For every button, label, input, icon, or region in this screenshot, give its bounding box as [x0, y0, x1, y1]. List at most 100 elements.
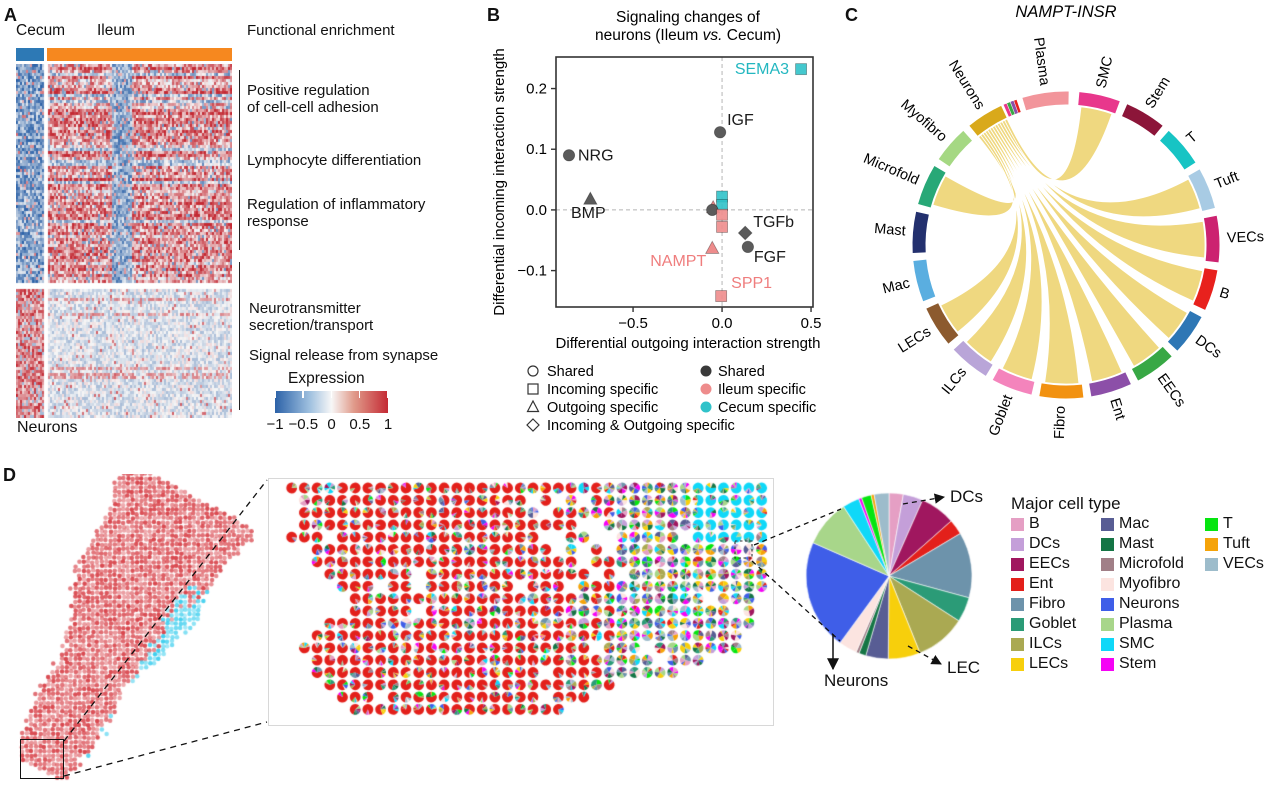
colorbar-tick — [387, 391, 389, 398]
legend-circle-icon — [527, 365, 539, 377]
colorbar-tick-label: −1 — [266, 416, 284, 433]
legend-swatch — [1011, 557, 1024, 571]
shape-legend-label: Shared — [547, 364, 594, 380]
legend-item-t: T — [1205, 514, 1265, 534]
legend-swatch — [1011, 637, 1024, 651]
x-tick-label: −0.5 — [618, 315, 648, 332]
legend-swatch — [1101, 577, 1114, 591]
chord-ribbon-dcs — [994, 123, 1188, 340]
expression-colorbar — [274, 391, 389, 413]
data-point-circle — [713, 126, 727, 139]
ileum-color-bar — [47, 48, 232, 61]
legend-item-microfold: Microfold — [1101, 554, 1205, 574]
celltype-legend-column: T Tuft VECs — [1205, 514, 1265, 574]
chord-sliver — [1010, 100, 1018, 115]
chord-label-microfold: Microfold — [861, 151, 921, 189]
celltype-pie-chart — [804, 491, 974, 661]
chord-segment-vecs — [1203, 215, 1220, 263]
data-point-circle — [741, 240, 754, 254]
legend-swatch — [1101, 517, 1114, 531]
panel-d-label: D — [3, 465, 16, 485]
legend-label: Fibro — [1029, 595, 1066, 612]
chord-segment-mac — [913, 259, 936, 302]
chord-segment-ilcs — [953, 340, 993, 376]
legend-item-myofibro: Myofibro — [1101, 574, 1205, 594]
cecum-color-bar — [16, 48, 44, 61]
legend-label: B — [1029, 515, 1040, 532]
data-point-label: NAMPT — [650, 253, 706, 270]
legend-swatch — [1011, 617, 1024, 631]
legend-label: Myofibro — [1119, 575, 1181, 592]
colorbar-tick-label: −0.5 — [288, 416, 319, 433]
annotation-lymphocyte: Lymphocyte differentiation — [247, 152, 422, 169]
colorbar-tick — [274, 391, 276, 398]
shape-legend-label: Incoming specific — [547, 382, 658, 398]
data-point-circle — [562, 149, 576, 162]
data-point-label: SPP1 — [731, 275, 772, 292]
legend-swatch — [1205, 517, 1218, 531]
upper-annotation-bracket — [239, 70, 240, 250]
x-tick-label: 0.0 — [712, 315, 733, 332]
chord-segment-stem — [1121, 104, 1163, 136]
celltype-legend-columns: B DCs EECs Ent Fibro Goblet ILCs LECs Mac Mast Mic… — [1011, 514, 1267, 674]
spot-pie-grid — [269, 479, 771, 723]
chord-ribbon-smc — [1004, 106, 1113, 182]
chord-label-mast: Mast — [874, 221, 907, 240]
x-axis-label: Differential outgoing interaction streng… — [556, 335, 821, 352]
legend-swatch — [1101, 557, 1114, 571]
lower-annotation-bracket — [239, 262, 240, 410]
legend-label: ILCs — [1029, 635, 1062, 652]
callout-neurons: Neurons — [824, 671, 889, 690]
spot-pie-map-box — [268, 478, 774, 726]
data-point-square — [715, 290, 728, 302]
legend-item-neurons: Neurons — [1101, 594, 1205, 614]
legend-swatch — [1011, 577, 1024, 591]
annotation-synapse: Signal release from synapse — [249, 347, 439, 364]
legend-item-stem: Stem — [1101, 654, 1205, 674]
plot-title-line1: Signaling changes of — [616, 9, 761, 26]
legend-swatch — [1101, 597, 1114, 611]
chord-segment-ent — [1089, 372, 1131, 397]
chord-segment-t — [1159, 130, 1196, 170]
legend-label: LECs — [1029, 655, 1069, 672]
chord-label-plasma: Plasma — [1030, 36, 1053, 87]
legend-triangle-icon — [526, 399, 540, 413]
chord-segment-smc — [1078, 92, 1120, 114]
chord-label-mac: Mac — [881, 275, 911, 297]
chord-label-t: T — [1184, 129, 1201, 147]
chord-ribbon-goblet — [984, 129, 1043, 381]
chord-ribbon-fibro — [987, 128, 1080, 385]
chord-label-goblet: Goblet — [986, 393, 1016, 439]
data-point-label: TGFb — [753, 214, 794, 231]
x-tick-label: 0.5 — [801, 315, 822, 332]
chord-label-stem: Stem — [1143, 74, 1174, 111]
legend-item-b: B — [1011, 514, 1101, 534]
legend-item-dcs: DCs — [1011, 534, 1101, 554]
legend-item-ent: Ent — [1011, 574, 1101, 594]
chord-label-vecs: VECs — [1227, 229, 1265, 246]
tissue-zoom-rectangle — [20, 739, 64, 779]
colorbar-tick-label: 0 — [327, 416, 336, 433]
annotation-inflammatory: Regulation of inflammatory response — [247, 196, 426, 231]
panel-c-label: C — [845, 5, 858, 25]
chord-label-eecs: EECs — [1154, 371, 1189, 410]
legend-item-lecs: LECs — [1011, 654, 1101, 674]
annotation-adhesion: Positive regulation of cell-cell adhesio… — [247, 82, 379, 117]
chord-label-dcs: DCs — [1192, 332, 1224, 361]
legend-swatch — [1101, 637, 1114, 651]
data-point-square — [795, 63, 807, 76]
colorbar-tick-label: 0.5 — [349, 416, 371, 433]
chord-ribbon-ent — [989, 126, 1123, 383]
legend-swatch — [1011, 517, 1024, 531]
legend-color-dot — [700, 383, 712, 395]
legend-item-smc: SMC — [1101, 634, 1205, 654]
legend-swatch — [1205, 557, 1218, 571]
chord-sliver — [1003, 103, 1012, 117]
celltype-legend: Major cell type B DCs EECs Ent Fibro Goblet IL… — [1011, 494, 1267, 674]
celltype-legend-column: B DCs EECs Ent Fibro Goblet ILCs LECs — [1011, 514, 1101, 674]
y-tick-label: −0.1 — [517, 263, 547, 280]
legend-swatch — [1101, 617, 1114, 631]
chord-segment-neurons — [969, 105, 1007, 136]
legend-label: Neurons — [1119, 595, 1180, 612]
chord-segment-mast — [912, 211, 929, 254]
